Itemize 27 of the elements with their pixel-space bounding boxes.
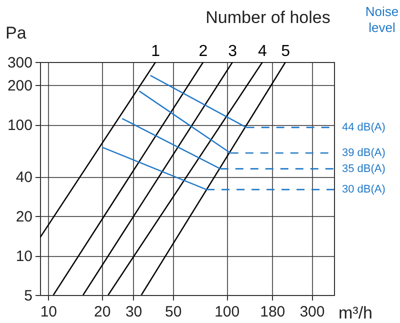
- series-label: 30 dB(A): [342, 184, 386, 196]
- y-tick-label: 40: [16, 169, 32, 186]
- text: Noise level: [365, 4, 399, 35]
- y-tick-label: 20: [16, 208, 32, 226]
- x-tick-label: 30: [125, 304, 142, 320]
- series-label: 44 dB(A): [342, 121, 386, 134]
- chart-title: Number of holes: [206, 8, 330, 27]
- y-tick-label: 300: [7, 54, 32, 72]
- series-label: 2: [198, 43, 208, 60]
- series-label: 5: [281, 43, 290, 60]
- y-tick-label: 5: [24, 288, 32, 304]
- series-label: 3: [228, 43, 238, 60]
- y-tick-label: 10: [16, 248, 32, 266]
- x-tick-label: 100: [214, 304, 240, 320]
- x-tick-label: 20: [94, 304, 111, 320]
- series-label: 1: [151, 43, 160, 60]
- series-label: 39 dB(A): [342, 147, 386, 160]
- series-label: 35 dB(A): [342, 162, 386, 175]
- x-axis-title: m³/h: [338, 304, 372, 322]
- y-axis-title: Pa: [6, 24, 27, 42]
- x-tick-label: 300: [300, 304, 325, 320]
- x-tick-label: 10: [40, 304, 58, 320]
- series-label: 4: [258, 43, 268, 60]
- x-tick-label: 50: [165, 304, 182, 320]
- y-tick-label: 200: [7, 78, 32, 95]
- x-tick-label: 180: [260, 304, 286, 320]
- y-tick-label: 100: [7, 117, 32, 134]
